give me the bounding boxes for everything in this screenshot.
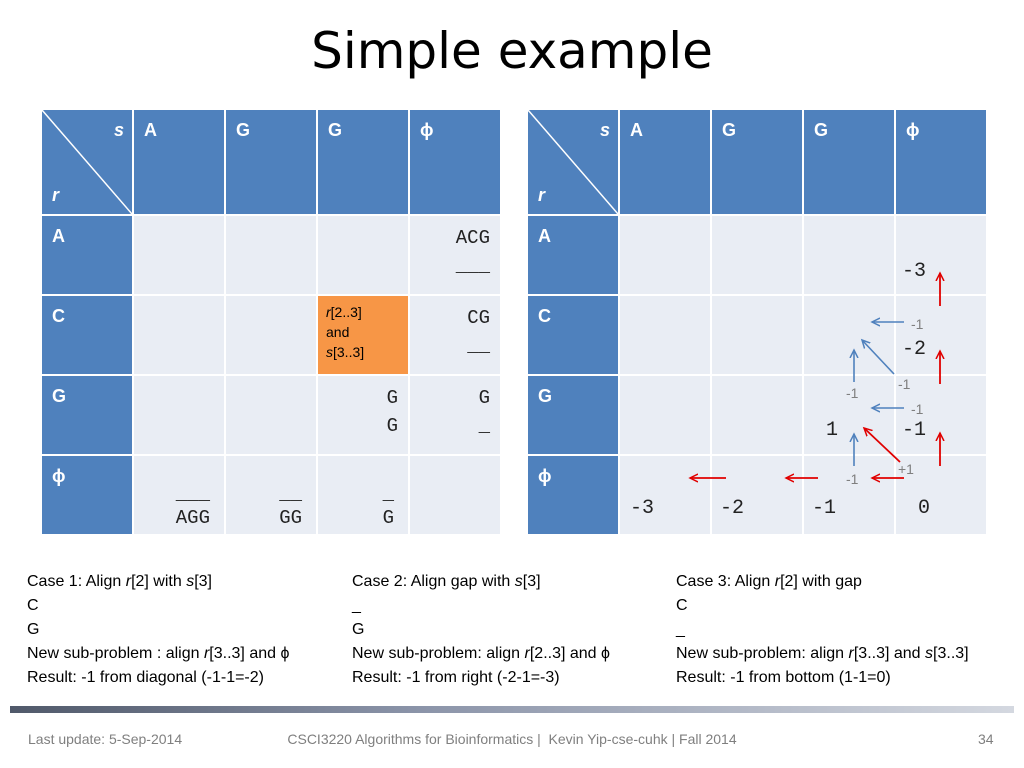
- corner-s-label: s: [113, 120, 124, 140]
- score-value: -3: [630, 497, 655, 520]
- alignment-text: CG __: [467, 307, 490, 357]
- score-annotation: -1: [911, 401, 924, 417]
- col-header: G: [712, 110, 802, 214]
- table-cell: [896, 296, 986, 374]
- corner-s-label: s: [599, 120, 610, 140]
- table-cell: [134, 216, 224, 294]
- col-header: G: [804, 110, 894, 214]
- corner-cell: s r: [42, 110, 132, 214]
- table-cell: G _: [410, 376, 500, 454]
- row-header: ϕ: [528, 456, 618, 534]
- row-header: A: [42, 216, 132, 294]
- corner-diagonal: [42, 110, 132, 214]
- score-value: -2: [720, 497, 745, 520]
- col-header: A: [620, 110, 710, 214]
- score-value: -1: [902, 419, 927, 442]
- score-annotation: -1: [846, 385, 859, 401]
- table-cell: _ G: [318, 456, 408, 534]
- table-cell: [896, 456, 986, 534]
- table-cell: [804, 456, 894, 534]
- corner-r-label: r: [538, 185, 546, 205]
- alignment-text: ___ AGG: [175, 483, 210, 529]
- col-header: G: [226, 110, 316, 214]
- table-cell: ___ AGG: [134, 456, 224, 534]
- col-header: ϕ: [896, 110, 986, 214]
- row-header: C: [42, 296, 132, 374]
- score-annotation: -1: [846, 471, 859, 487]
- row-header: ϕ: [42, 456, 132, 534]
- footer-page-number: 34: [978, 731, 994, 747]
- score-table-right: s r A G G ϕ A C G ϕ: [528, 110, 986, 534]
- alignment-text: G _: [478, 387, 490, 437]
- alignment-table-left: s r A G G ϕ A ACG ___ C r[2..3] and s[3..…: [42, 110, 500, 534]
- score-annotation: -1: [911, 316, 924, 332]
- table-cell: [620, 376, 710, 454]
- table-cell: [410, 456, 500, 534]
- table-cell: CG __: [410, 296, 500, 374]
- table-cell: [318, 216, 408, 294]
- col-header: ϕ: [410, 110, 500, 214]
- table-cell: [712, 456, 802, 534]
- table-cell: [896, 216, 986, 294]
- row-header: C: [528, 296, 618, 374]
- corner-r-label: r: [52, 185, 60, 205]
- score-value: -1: [812, 497, 837, 520]
- highlight-cell: r[2..3] and s[3..3]: [318, 296, 408, 374]
- table-cell: [620, 296, 710, 374]
- table-cell: [712, 296, 802, 374]
- corner-diagonal: [528, 110, 618, 214]
- alignment-text: __ GG: [279, 483, 302, 529]
- alignment-text: _ G: [382, 483, 394, 529]
- table-cell: ACG ___: [410, 216, 500, 294]
- score-value: 0: [918, 497, 931, 520]
- score-value: -2: [902, 338, 927, 361]
- score-value: 1: [826, 419, 839, 442]
- footer-divider-bar: [10, 706, 1014, 713]
- table-cell: [712, 376, 802, 454]
- alignment-text: ACG ___: [455, 227, 490, 277]
- table-cell: [226, 296, 316, 374]
- col-header: A: [134, 110, 224, 214]
- table-cell: [804, 216, 894, 294]
- score-value: -3: [902, 260, 927, 283]
- table-cell: [712, 216, 802, 294]
- slide-title: Simple example: [311, 22, 713, 80]
- row-header: A: [528, 216, 618, 294]
- footer-last-update: Last update: 5-Sep-2014: [28, 731, 183, 747]
- row-header: G: [528, 376, 618, 454]
- score-annotation: -1: [898, 376, 911, 392]
- table-cell: [226, 216, 316, 294]
- case-3-text: Case 3: Align r[2] with gap C _ New sub-…: [676, 573, 969, 686]
- table-cell: [896, 376, 986, 454]
- table-cell: [620, 216, 710, 294]
- table-cell: [620, 456, 710, 534]
- table-cell: [134, 296, 224, 374]
- row-header: G: [42, 376, 132, 454]
- case-2-text: Case 2: Align gap with s[3] _ G New sub-…: [352, 573, 610, 686]
- corner-cell: s r: [528, 110, 618, 214]
- footer-course-info: CSCI3220 Algorithms for Bioinformatics |…: [287, 731, 737, 747]
- table-cell: [226, 376, 316, 454]
- col-header: G: [318, 110, 408, 214]
- table-cell: __ GG: [226, 456, 316, 534]
- case-1-text: Case 1: Align r[2] with s[3] C G New sub…: [27, 573, 290, 686]
- subproblem-highlight: r[2..3] and s[3..3]: [318, 296, 408, 374]
- table-cell: [804, 296, 894, 374]
- table-cell: [134, 376, 224, 454]
- score-annotation: +1: [898, 461, 914, 477]
